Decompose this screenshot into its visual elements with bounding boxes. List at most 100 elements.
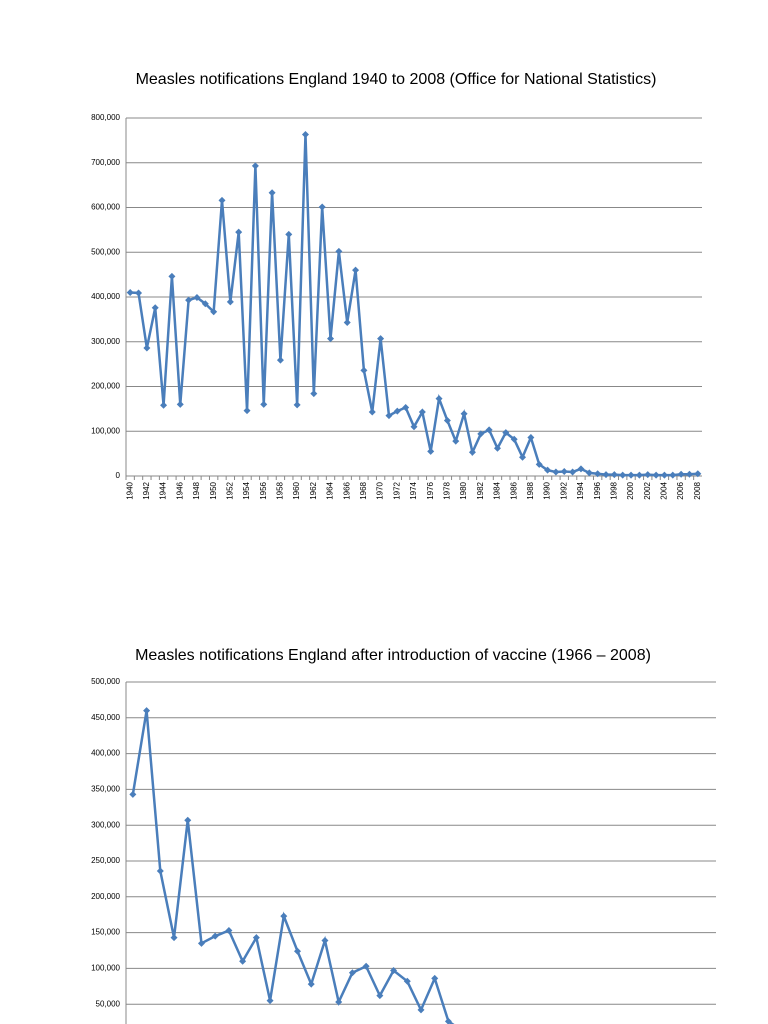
data-point	[327, 335, 335, 343]
y-tick-label: 350,000	[91, 785, 120, 794]
data-point	[560, 468, 568, 476]
x-tick-label: 1944	[159, 481, 168, 499]
data-point	[239, 957, 247, 965]
y-tick-label: 800,000	[91, 113, 120, 122]
x-tick-label: 1966	[342, 481, 351, 499]
data-point	[502, 429, 510, 437]
x-tick-label: 1948	[192, 481, 201, 499]
data-point	[143, 707, 151, 715]
data-point	[510, 435, 518, 443]
data-point	[126, 289, 134, 297]
data-point	[493, 444, 501, 452]
x-tick-label: 1998	[609, 481, 618, 499]
data-point	[201, 300, 209, 308]
y-tick-label: 200,000	[91, 892, 120, 901]
data-point	[417, 1006, 425, 1014]
data-point	[393, 407, 401, 415]
data-point	[168, 272, 176, 280]
data-point	[552, 468, 560, 476]
data-point	[685, 470, 693, 478]
data-point	[348, 969, 356, 977]
data-point	[285, 230, 293, 238]
y-tick-label: 300,000	[91, 337, 120, 346]
x-tick-label: 1996	[593, 481, 602, 499]
x-tick-label: 1956	[259, 481, 268, 499]
x-tick-label: 1986	[509, 481, 518, 499]
data-point	[197, 939, 205, 947]
data-point	[377, 335, 385, 343]
data-point	[435, 395, 443, 403]
x-tick-label: 1942	[142, 481, 151, 499]
data-point	[307, 980, 315, 988]
data-point	[193, 293, 201, 301]
x-tick-label: 1994	[576, 481, 585, 499]
x-tick-label: 2006	[676, 481, 685, 499]
data-point	[635, 471, 643, 479]
data-point	[431, 974, 439, 982]
data-point	[444, 1017, 452, 1024]
chart-title: Measles notifications England after intr…	[135, 647, 651, 664]
data-point	[452, 437, 460, 445]
data-point	[402, 404, 410, 412]
data-point	[135, 289, 143, 297]
data-point	[577, 465, 585, 473]
data-line	[131, 710, 455, 1024]
x-tick-label: 2004	[660, 481, 669, 499]
data-point	[585, 469, 593, 477]
data-point	[268, 189, 276, 197]
data-point	[610, 471, 618, 479]
x-tick-label: 1962	[309, 481, 318, 499]
data-point	[352, 266, 360, 274]
x-tick-label: 2000	[626, 481, 635, 499]
x-tick-label: 1970	[376, 481, 385, 499]
x-tick-label: 1984	[493, 481, 502, 499]
x-tick-label: 1952	[225, 481, 234, 499]
data-point	[362, 962, 370, 970]
data-point	[468, 448, 476, 456]
y-tick-label: 450,000	[91, 713, 120, 722]
data-point	[376, 992, 384, 1000]
data-point	[368, 408, 376, 416]
data-point	[210, 308, 218, 316]
data-point	[360, 366, 368, 374]
data-point	[669, 471, 677, 479]
x-tick-label: 1982	[476, 481, 485, 499]
data-point	[343, 319, 351, 327]
data-point	[225, 926, 233, 934]
data-point	[410, 423, 418, 431]
data-point	[443, 417, 451, 425]
x-tick-label: 1946	[175, 481, 184, 499]
data-point	[294, 947, 302, 955]
x-tick-label: 1978	[443, 481, 452, 499]
data-point	[176, 400, 184, 408]
x-tick-label: 1964	[326, 481, 335, 499]
data-point	[569, 468, 577, 476]
y-tick-label: 400,000	[91, 292, 120, 301]
data-point	[293, 401, 301, 409]
data-point	[143, 344, 151, 352]
x-tick-label: 1958	[276, 481, 285, 499]
data-point	[170, 934, 178, 942]
x-tick-label: 2008	[693, 481, 702, 499]
data-point	[544, 466, 552, 474]
y-tick-label: 0	[116, 471, 121, 480]
data-point	[318, 203, 326, 211]
data-point	[527, 434, 535, 442]
data-point	[677, 470, 685, 478]
x-tick-label: 1968	[359, 481, 368, 499]
data-point	[403, 977, 411, 985]
y-tick-label: 200,000	[91, 382, 120, 391]
data-point	[627, 471, 635, 479]
data-point	[243, 407, 251, 415]
data-point	[427, 447, 435, 455]
data-point	[184, 816, 192, 824]
data-point	[226, 298, 234, 306]
data-point	[251, 162, 259, 170]
data-point	[335, 247, 343, 255]
data-point	[602, 471, 610, 479]
x-tick-label: 1980	[459, 481, 468, 499]
data-point	[460, 410, 468, 418]
data-point	[390, 967, 398, 975]
